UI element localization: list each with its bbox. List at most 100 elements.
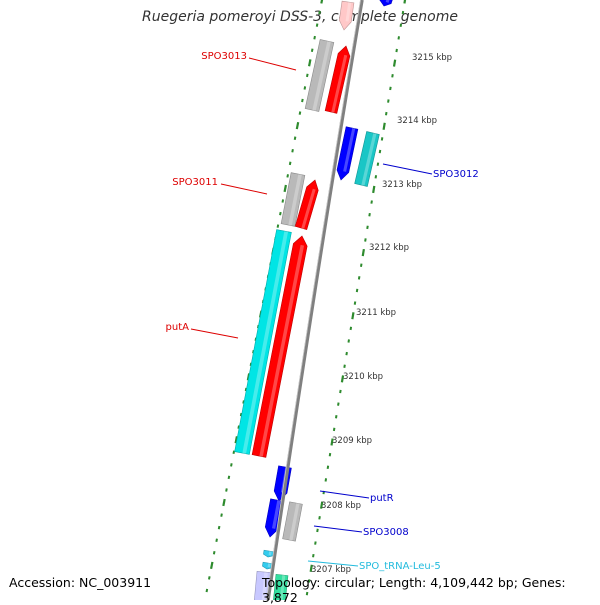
feature-spo3013 xyxy=(324,45,351,114)
tick-mark xyxy=(357,276,361,280)
genome-backbone-highlight xyxy=(266,0,361,600)
tick-mark xyxy=(340,375,345,383)
feature-faint-red-highlight xyxy=(345,2,352,22)
feature-spo3011-body xyxy=(294,179,319,231)
feature-partial-blue-highlight xyxy=(385,0,390,3)
feature-puta xyxy=(251,235,308,458)
feature-puta-cyan xyxy=(234,229,292,455)
tick-mark xyxy=(349,326,353,331)
tick-mark xyxy=(232,450,236,455)
feature-green-highlight xyxy=(279,575,286,600)
tick-mark xyxy=(305,591,309,596)
feature-grey-spo3011-body xyxy=(280,172,306,227)
leader-line xyxy=(190,328,239,339)
leader-line xyxy=(307,560,359,567)
tick-mark xyxy=(295,121,300,130)
tick-mark xyxy=(227,475,231,480)
tick-mark xyxy=(215,538,218,542)
tick-mark xyxy=(281,199,285,203)
tick-mark xyxy=(330,438,334,446)
feature-label-puta: putA xyxy=(166,322,190,333)
tick-mark xyxy=(324,478,328,482)
tick-mark xyxy=(237,425,240,429)
feature-spo3012-highlight xyxy=(343,128,356,172)
tick-mark xyxy=(343,364,346,368)
feature-spo3013-body xyxy=(324,45,351,114)
feature-partial-blue xyxy=(379,0,393,7)
feature-trna-leu-5-body xyxy=(263,549,275,558)
tick-mark xyxy=(205,588,209,593)
tick-mark xyxy=(293,136,297,140)
tick-mark xyxy=(239,412,243,417)
scale-label: 3209 kbp xyxy=(332,436,372,446)
tick-mark xyxy=(389,86,392,91)
feature-spo3012-body xyxy=(336,126,359,181)
tick-mark xyxy=(222,498,226,507)
feature-puta-cyan-highlight xyxy=(242,231,289,454)
feature-grey-spo3008-body xyxy=(282,501,303,542)
feature-grey-spo3011-highlight xyxy=(288,174,302,226)
tick-mark xyxy=(326,465,330,470)
feature-faint-red-body xyxy=(339,0,355,31)
tick-mark xyxy=(234,436,239,444)
tick-mark xyxy=(312,553,315,558)
tick-mark xyxy=(378,149,382,154)
map-title: Ruegeria pomeroyi DSS-3, complete genome xyxy=(142,9,458,25)
feature-label-spo3013: SPO3013 xyxy=(201,51,247,62)
tick-mark xyxy=(370,200,373,204)
tick-mark xyxy=(392,59,397,67)
tick-mark xyxy=(320,0,324,4)
feature-label-spo3011: SPO3011 xyxy=(172,177,218,188)
tick-mark xyxy=(345,351,348,356)
tick-mark xyxy=(220,513,223,517)
tick-mark xyxy=(359,263,363,267)
tick-mark xyxy=(314,541,317,545)
tick-mark xyxy=(339,389,342,394)
scale-label: 3210 kbp xyxy=(343,372,383,382)
tick-mark xyxy=(301,98,304,103)
tick-mark xyxy=(308,59,312,67)
feature-spo3012-cyan xyxy=(354,131,380,187)
tick-mark xyxy=(382,122,386,130)
tick-mark xyxy=(291,148,294,153)
feature-grey-spo3013 xyxy=(304,39,335,112)
tick-mark xyxy=(208,576,211,580)
tick-mark xyxy=(298,111,302,115)
feature-partial-blue-body xyxy=(379,0,393,7)
feature-grey-spo3011 xyxy=(280,172,306,227)
leader-line xyxy=(319,490,370,499)
feature-label-spo3012: SPO3012 xyxy=(433,169,479,180)
tick-mark xyxy=(380,137,384,141)
feature-trna-leu-5-highlight xyxy=(268,551,272,556)
tick-mark xyxy=(313,35,316,40)
tick-mark xyxy=(279,211,282,216)
tick-mark xyxy=(288,161,292,166)
tick-mark xyxy=(332,427,336,432)
feature-faint-blue-highlight xyxy=(261,572,268,600)
feature-spo3013-highlight xyxy=(331,54,348,113)
leader-line xyxy=(313,525,363,533)
tick-mark xyxy=(391,74,394,78)
tick-marks xyxy=(205,0,407,596)
tick-mark xyxy=(401,10,405,15)
tick-mark xyxy=(351,312,355,320)
scale-label: 3214 kbp xyxy=(397,116,437,126)
tick-mark xyxy=(384,111,388,116)
scale-label: 3215 kbp xyxy=(412,53,452,63)
tick-mark xyxy=(303,86,307,90)
tick-mark xyxy=(374,175,378,179)
tick-mark xyxy=(309,564,313,572)
feature-spo3012-cyan-highlight xyxy=(361,133,377,186)
feature-grey-spo3008-highlight xyxy=(289,503,300,541)
tick-mark xyxy=(328,452,332,457)
tick-mark xyxy=(283,184,288,193)
tick-mark xyxy=(347,339,350,343)
feature-label-putr: putR xyxy=(370,493,394,504)
feature-puta-cyan-body xyxy=(234,229,292,455)
tick-mark xyxy=(334,415,338,419)
feature-grey-spo3013-highlight xyxy=(312,41,331,111)
tick-mark xyxy=(276,224,280,228)
tick-mark xyxy=(244,387,248,392)
tick-mark xyxy=(337,402,340,406)
feature-grey-spo3013-body xyxy=(304,39,335,112)
